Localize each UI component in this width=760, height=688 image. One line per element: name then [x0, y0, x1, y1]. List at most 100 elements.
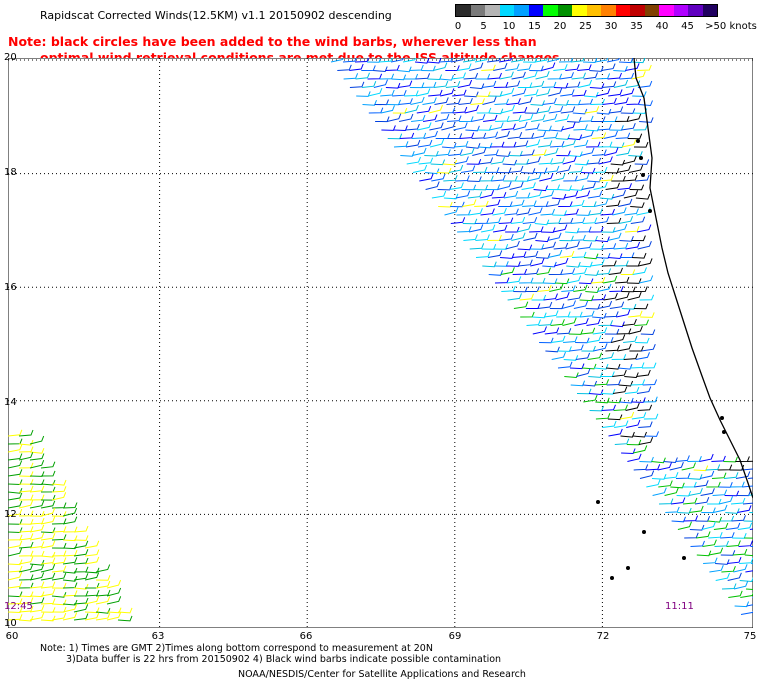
wind-barb — [40, 479, 56, 486]
wind-barb — [542, 261, 557, 268]
wind-barb — [560, 268, 576, 275]
wind-barb — [626, 419, 641, 428]
wind-barb — [51, 479, 67, 486]
wind-barb — [583, 253, 599, 260]
wind-barb — [625, 241, 641, 250]
wind-barb — [618, 198, 633, 207]
wind-barb — [405, 139, 421, 148]
wind-barb — [536, 88, 551, 97]
wind-barb — [718, 482, 733, 488]
wind-barb — [62, 535, 78, 542]
wind-barb — [95, 589, 111, 597]
wind-barb — [627, 133, 643, 140]
island-mark — [596, 500, 600, 504]
wind-barb — [626, 439, 642, 446]
wind-barb — [430, 159, 446, 166]
wind-barb — [51, 526, 67, 533]
wind-barb — [62, 567, 78, 574]
wind-barb — [451, 72, 466, 80]
wind-barb — [585, 287, 600, 294]
wind-barb — [645, 464, 661, 471]
wind-barb — [73, 583, 89, 590]
wind-barb — [561, 138, 577, 148]
wind-barb — [436, 149, 451, 156]
wind-barb — [613, 66, 628, 72]
wind-barb — [623, 174, 638, 182]
wind-barb — [636, 369, 651, 377]
colorbar-swatch — [485, 5, 500, 16]
wind-barb — [582, 217, 598, 224]
wind-barb — [564, 208, 579, 216]
wind-barb — [640, 312, 655, 318]
wind-barb — [524, 268, 540, 275]
wind-barb — [559, 72, 574, 80]
wind-barb — [463, 234, 478, 241]
wind-barb — [567, 292, 582, 301]
wind-barb — [417, 139, 433, 148]
wind-barb — [715, 559, 730, 565]
wind-barb — [62, 516, 78, 525]
lon-label-72: 72 — [596, 631, 610, 642]
wind-barb — [487, 72, 502, 80]
wind-barb — [613, 242, 629, 250]
wind-barb — [543, 293, 558, 301]
wind-barb — [18, 605, 34, 613]
wind-barb — [529, 65, 544, 72]
wind-barb — [624, 372, 639, 379]
wind-barb — [717, 464, 733, 471]
wind-barb — [380, 105, 395, 114]
wind-barb — [373, 66, 388, 73]
wind-barb — [8, 527, 23, 534]
wind-barb — [606, 200, 621, 207]
wind-barb — [379, 73, 395, 80]
colorbar-swatch — [702, 5, 717, 16]
wind-barb — [642, 379, 658, 386]
wind-barb — [446, 98, 461, 105]
wind-barb — [742, 502, 753, 505]
wind-barb — [701, 521, 716, 530]
wind-barb — [658, 480, 673, 488]
wind-barb — [457, 63, 472, 71]
wind-barb — [596, 88, 611, 97]
wind-barb — [513, 140, 529, 148]
wind-barb — [485, 184, 501, 191]
wind-barb — [555, 292, 570, 301]
wind-barb — [551, 351, 566, 360]
wind-barb — [455, 175, 470, 182]
wind-barb — [502, 159, 518, 166]
wind-barb — [554, 257, 569, 267]
wind-barb — [637, 224, 652, 233]
wind-barb — [106, 596, 122, 605]
wind-barb — [745, 588, 753, 590]
coastline — [596, 58, 753, 580]
wind-barb — [634, 159, 650, 165]
wind-barb — [608, 267, 623, 275]
wind-barb — [586, 157, 602, 165]
wind-barb — [441, 142, 457, 149]
wind-barb — [727, 572, 742, 581]
wind-barb — [568, 151, 583, 158]
wind-barb — [18, 500, 34, 509]
wind-barb — [520, 168, 536, 174]
wind-barb — [578, 278, 594, 285]
wind-barb — [595, 73, 611, 80]
wind-barb — [609, 285, 624, 292]
wind-barb — [589, 226, 604, 233]
wind-barb — [639, 470, 655, 479]
wind-barb — [602, 275, 618, 284]
wind-barb — [737, 505, 752, 513]
map-title: Rapidscat Corrected Winds(12.5KM) v1.1 2… — [40, 9, 392, 22]
wind-barb — [646, 479, 661, 488]
wind-barb — [550, 157, 566, 165]
wind-barb — [526, 156, 541, 165]
wind-barb — [601, 81, 617, 88]
wind-barb — [484, 167, 500, 173]
wind-barb — [573, 139, 589, 148]
wind-barb — [29, 532, 45, 541]
wind-barb — [439, 74, 454, 81]
wind-barb — [557, 361, 573, 369]
wind-barb — [578, 98, 593, 105]
pass-time-west: 12:45 — [4, 601, 33, 612]
wind-barb — [29, 564, 45, 573]
wind-barb — [29, 460, 45, 469]
